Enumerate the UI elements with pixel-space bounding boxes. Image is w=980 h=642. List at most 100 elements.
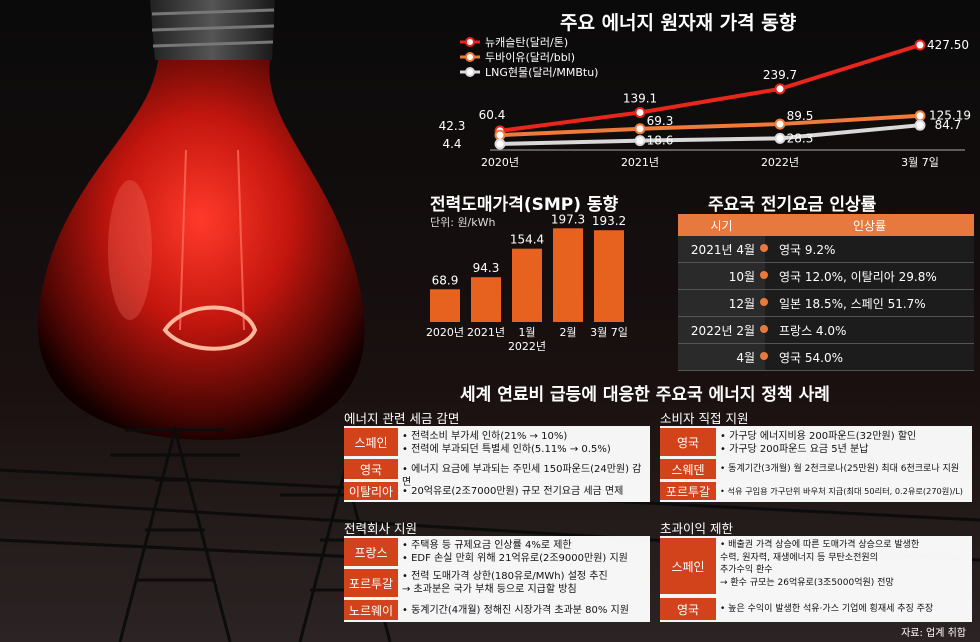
rate-value-cell: 프랑스 4.0%	[760, 316, 974, 344]
rate-title: 주요국 전기요금 인상률	[708, 195, 877, 215]
policy-text: • 배출권 가격 상승에 따른 도매가격 상승으로 발생한 수력, 원자력, 재…	[720, 540, 920, 588]
data-point	[634, 135, 646, 147]
bar	[512, 248, 542, 322]
data-point	[914, 119, 926, 131]
rate-col-when: 시기	[678, 214, 765, 236]
rate-table: 시기 인상률 2021년 4월 영국 9.2% 10월 영국 12.0%, 이탈…	[678, 214, 974, 371]
x-tick-label: 2021년	[621, 156, 659, 169]
policy-text: • 20억유로(2조7000만원) 규모 전기요금 세금 면제	[402, 486, 624, 497]
data-label: 427.50	[927, 38, 969, 52]
country-tag: 스페인	[660, 538, 716, 594]
table-row: 2022년 2월 프랑스 4.0%	[678, 316, 974, 344]
policy-text: • 높은 수익이 발생한 석유·가스 기업에 횡재세 추징 주장	[720, 604, 934, 614]
price-trend-chart: 뉴캐슬탄(달러/톤) 두바이유(달러/bbl) LNG현물(달러/MMBtu) 202…	[439, 36, 971, 169]
legend-marker	[465, 37, 475, 47]
country-tag: 영국	[660, 428, 716, 456]
x-tick-label: 2022년	[761, 156, 799, 169]
bar-value-label: 197.3	[551, 212, 585, 226]
rate-col-rate: 인상률	[765, 214, 974, 236]
country-tag: 포르투갈	[660, 482, 716, 500]
bar	[553, 228, 583, 322]
data-label: 18.6	[647, 134, 674, 148]
rate-when: 4월	[678, 343, 765, 371]
policy-text: • 주택용 등 규제요금 인상률 4%로 제한 • EDF 손실 만회 위해 2…	[402, 540, 628, 564]
data-label: 139.1	[623, 91, 657, 105]
data-label: 42.3	[439, 119, 466, 133]
smp-panel: 전력도매가격(SMP) 동향 단위: 원/kWh 68.9 2020년 94.3 20…	[420, 182, 660, 372]
x-tick-label: 2021년	[467, 326, 505, 339]
policy-text: • 동계기간(3개월) 월 2천크로나(25만원) 최대 6천크로나 지원	[720, 464, 960, 474]
rate-value: 프랑스 4.0%	[779, 323, 847, 338]
price-trend-title: 주요 에너지 원자재 가격 동향	[560, 12, 797, 34]
windfall-box: 스페인 • 배출권 가격 상승에 따른 도매가격 상승으로 발생한 수력, 원자…	[660, 536, 972, 622]
country-tag: 영국	[660, 598, 716, 620]
country-tag: 프랑스	[344, 538, 398, 566]
bar	[430, 289, 460, 322]
legend-marker	[465, 52, 475, 62]
legend-marker	[465, 67, 475, 77]
data-label: 4.4	[442, 137, 461, 151]
country-tag: 스웨덴	[660, 459, 716, 479]
consumer-box: 영국 • 가구당 에너지비용 200파운드(32만원) 할인 • 가구당 200…	[660, 426, 972, 502]
data-label: 239.7	[763, 68, 797, 82]
data-label: 69.3	[647, 114, 674, 128]
x-tick-label: 2022년	[508, 340, 546, 353]
policy-text: • 전력소비 부가세 인하(21% → 10%) • 전력에 부과되던 특별세 …	[402, 431, 611, 455]
table-row: 4월 영국 54.0%	[678, 343, 974, 371]
x-tick-label: 1월	[518, 326, 535, 339]
rate-value: 영국 12.0%, 이탈리아 29.8%	[779, 269, 937, 284]
x-tick-label: 2020년	[481, 156, 519, 169]
x-tick-label: 3월 7일	[590, 325, 628, 339]
bar-value-label: 154.4	[510, 233, 544, 247]
bar	[594, 230, 624, 322]
tax-box: 스페인 • 전력소비 부가세 인하(21% → 10%) • 전력에 부과되던 …	[344, 426, 650, 502]
rate-value-cell: 영국 12.0%, 이탈리아 29.8%	[760, 262, 974, 290]
tax-head: 에너지 관련 세금 감면	[344, 411, 460, 426]
data-point	[774, 118, 786, 130]
table-row: 10월 영국 12.0%, 이탈리아 29.8%	[678, 262, 974, 290]
bullet-icon	[760, 298, 768, 306]
country-tag: 이탈리아	[344, 482, 398, 500]
price-trend-panel: 뉴캐슬탄(달러/톤) 두바이유(달러/bbl) LNG현물(달러/MMBtu) 202…	[420, 0, 980, 180]
utility-box: 프랑스 • 주택용 등 규제요금 인상률 4%로 제한 • EDF 손실 만회 …	[344, 536, 650, 622]
data-point	[634, 106, 646, 118]
data-point	[494, 129, 506, 141]
x-tick-label: 2월	[559, 326, 576, 339]
data-label: 125.19	[929, 109, 971, 123]
rate-when: 12월	[678, 289, 765, 317]
utility-head: 전력회사 지원	[344, 521, 417, 536]
bar	[471, 277, 501, 322]
data-label: 84.7	[935, 118, 962, 132]
rate-value: 영국 9.2%	[779, 242, 836, 257]
series-line	[499, 113, 921, 138]
country-tag: 스페인	[344, 428, 398, 456]
smp-unit: 단위: 원/kWh	[430, 216, 496, 229]
series-line	[499, 43, 921, 133]
source-note: 자료: 업계 취합	[901, 628, 966, 639]
series-line	[499, 123, 921, 146]
legend-label: LNG현물(달러/MMBtu)	[485, 66, 598, 79]
data-label: 28.3	[787, 131, 814, 145]
x-tick-label: 2020년	[426, 326, 464, 339]
policy-title: 세계 연료비 급등에 대응한 주요국 에너지 정책 사례	[460, 385, 830, 405]
rate-value: 일본 18.5%, 스페인 51.7%	[779, 296, 926, 311]
legend-label: 두바이유(달러/bbl)	[485, 51, 575, 64]
policy-text: • 전력 도매가격 상한(180유로/MWh) 설정 추진 → 초과분은 국가 …	[402, 571, 608, 595]
bar-value-label: 68.9	[432, 273, 459, 287]
rate-when: 2022년 2월	[678, 316, 765, 344]
policy-text: • 석유 구입용 가구단위 바우처 지급(최대 50리터, 0.2유로(270원…	[720, 486, 963, 496]
data-point	[914, 110, 926, 122]
bar-value-label: 94.3	[473, 261, 500, 275]
windfall-head: 초과이익 제한	[660, 521, 733, 536]
bar-value-label: 193.2	[592, 214, 626, 228]
policy-text: • 동계기간(4개월) 정해진 시장가격 초과분 80% 지원	[402, 605, 629, 616]
country-tag: 영국	[344, 459, 398, 479]
policy-text: • 가구당 에너지비용 200파운드(32만원) 할인 • 가구당 200파운드…	[720, 431, 917, 455]
consumer-head: 소비자 직접 지원	[660, 411, 749, 426]
policy-text: • 에너지 요금에 부과되는 주민세 150파운드(24만원) 감면	[402, 464, 642, 488]
table-row: 12월 일본 18.5%, 스페인 51.7%	[678, 289, 974, 317]
rate-when: 10월	[678, 262, 765, 290]
data-point	[774, 132, 786, 144]
rate-increase-panel: 주요국 전기요금 인상률 시기 인상률 2021년 4월 영국 9.2% 10월…	[668, 182, 980, 372]
rate-value-cell: 영국 54.0%	[760, 343, 974, 371]
